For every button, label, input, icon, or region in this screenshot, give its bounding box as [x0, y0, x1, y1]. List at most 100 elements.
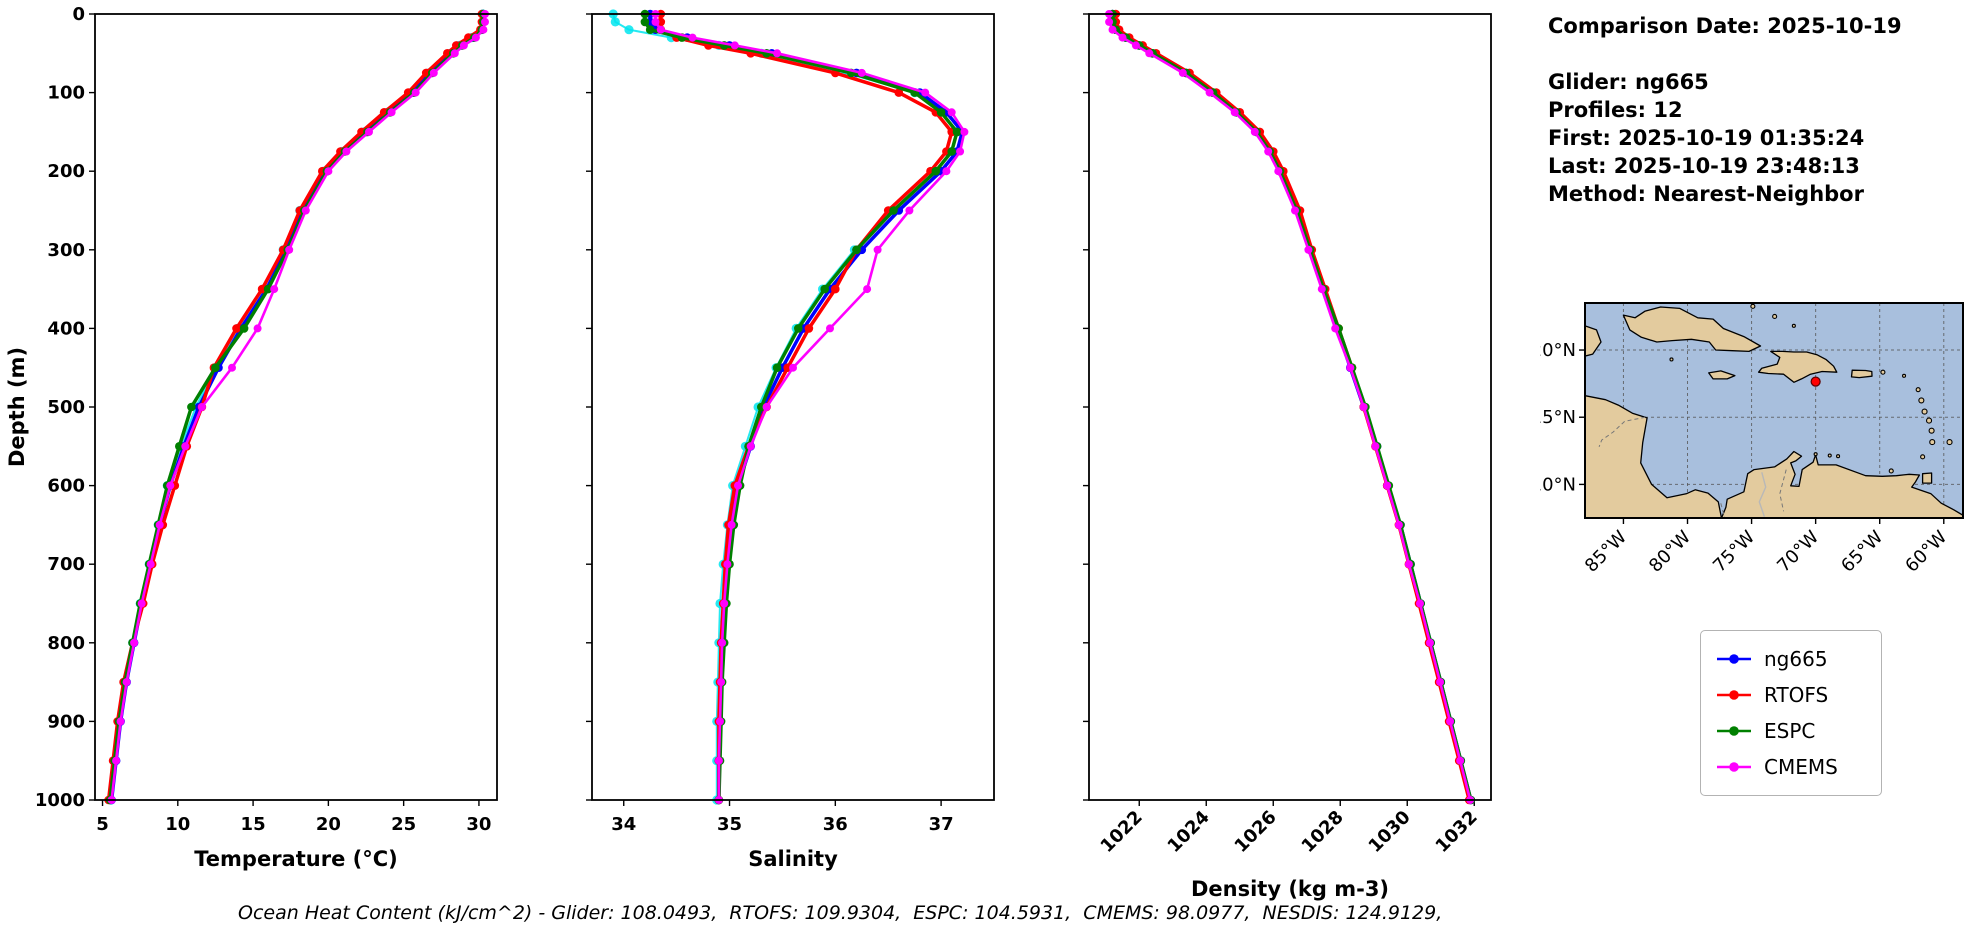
temperature-tick-label: 10: [165, 814, 190, 835]
series-marker-ESPC: [175, 442, 184, 451]
depth-axis-label: Depth (m): [5, 347, 29, 467]
series-marker-RTOFS: [232, 324, 241, 333]
series-marker-ESPC: [211, 363, 220, 373]
series-marker-CMEMS: [1394, 520, 1403, 529]
series-marker-ESPC: [187, 402, 196, 412]
salinity-tick-label: 37: [929, 814, 954, 835]
series-marker-CMEMS: [942, 167, 951, 176]
series-marker-CMEMS: [762, 403, 771, 411]
series-marker-CMEMS: [130, 638, 139, 647]
legend-item-cmems: CMEMS: [1715, 749, 1867, 785]
depth-tick-label: 100: [47, 83, 85, 104]
map-lon-label: 65°W: [1837, 527, 1887, 577]
depth-tick-label: 400: [47, 318, 85, 339]
series-marker-CMEMS: [429, 68, 438, 77]
temperature-tick-label: 20: [316, 814, 341, 835]
series-marker-ESPC: [239, 324, 249, 333]
series-marker-CMEMS: [285, 245, 294, 254]
last-profile-time-text: Last: 2025-10-19 23:48:13: [1548, 154, 1860, 178]
legend-line-marker-icon: [1717, 726, 1751, 736]
series-marker-CMEMS: [1371, 442, 1380, 451]
series-marker-CMEMS: [714, 756, 723, 765]
series-marker-CMEMS: [746, 442, 755, 451]
series-marker-CMEMS: [720, 599, 729, 608]
series-marker-CMEMS: [1205, 88, 1214, 97]
map-lat-label: 20°N: [1540, 340, 1576, 361]
map-lon-label: 70°W: [1773, 527, 1823, 577]
temperature-tick-label: 5: [96, 814, 109, 835]
series-marker-CMEMS: [723, 560, 732, 569]
series-marker-CMEMS: [1383, 481, 1392, 490]
series-marker-RTOFS: [831, 284, 840, 294]
series-marker-glider-raw: [624, 25, 634, 35]
legend-line-marker-icon: [1717, 762, 1751, 772]
map-lat-label: 10°N: [1540, 474, 1576, 495]
series-marker-CMEMS: [137, 599, 146, 608]
series-marker-ESPC: [947, 147, 956, 156]
density-tick-label: 1026: [1231, 807, 1281, 857]
comparison-date-text: Comparison Date: 2025-10-19: [1548, 14, 1902, 38]
series-marker-CMEMS: [116, 717, 125, 726]
series-marker-CMEMS: [863, 285, 872, 294]
series-marker-CMEMS: [956, 147, 965, 156]
series-marker-CMEMS: [1346, 363, 1355, 372]
series-marker-RTOFS: [257, 284, 267, 294]
series-marker-glider-raw: [610, 17, 620, 27]
legend: ng665 RTOFS ESPC CMEMS: [1700, 630, 1882, 796]
depth-tick-label: 800: [47, 633, 85, 654]
series-marker-CMEMS: [324, 167, 333, 176]
depth-tick-label: 0: [72, 4, 85, 25]
legend-item-rtofs: RTOFS: [1715, 677, 1867, 713]
temperature-tick-label: 15: [241, 814, 266, 835]
series-marker-CMEMS: [789, 363, 797, 372]
temperature-tick-label: 30: [466, 814, 491, 835]
series-line-glider-raw: [109, 13, 484, 801]
map-frame: [1584, 302, 1964, 519]
series-marker-CMEMS: [166, 481, 175, 490]
series-marker-CMEMS: [122, 678, 131, 687]
series-marker-CMEMS: [481, 17, 489, 26]
series-marker-CMEMS: [873, 245, 882, 254]
profiles-count-text: Profiles: 12: [1548, 98, 1683, 122]
profile-plots: 0 100 200 300 400 500 600 700 800 900 1000 5 10 15 20 2…: [5, 4, 1492, 901]
series-marker-CMEMS: [921, 88, 930, 97]
series-marker-CMEMS: [112, 756, 121, 765]
series-marker-CMEMS: [1264, 147, 1273, 156]
series-marker-ESPC: [645, 25, 655, 34]
series-marker-CMEMS: [1274, 167, 1283, 176]
salinity-plot: 34 35 36 37 Salinity: [586, 9, 995, 871]
series-marker-ESPC: [263, 284, 273, 294]
series-marker-CMEMS: [471, 33, 480, 42]
series-line-RTOFS: [106, 12, 484, 802]
series-marker-CMEMS: [1304, 245, 1313, 254]
info-panel: Comparison Date: 2025-10-19 Glider: ng66…: [1548, 12, 1978, 208]
method-text: Method: Nearest-Neighbor: [1548, 182, 1864, 206]
series-marker-CMEMS: [656, 25, 665, 34]
temperature-tick-label: 25: [391, 814, 416, 835]
series-line-ESPC: [1110, 12, 1473, 802]
legend-item-espc: ESPC: [1715, 713, 1867, 749]
map-lon-label: 80°W: [1645, 527, 1695, 577]
series-marker-CMEMS: [1105, 17, 1114, 26]
map-lat-label: 15°N: [1540, 407, 1576, 428]
temperature-plot: 0 100 200 300 400 500 600 700 800 900 1000 5 10 15 20 2…: [35, 4, 498, 871]
series-marker-CMEMS: [716, 717, 724, 726]
series-marker-CMEMS: [1404, 560, 1413, 569]
series-marker-CMEMS: [1446, 717, 1455, 726]
salinity-axis-label: Salinity: [748, 847, 838, 871]
series-line-ESPC: [108, 12, 486, 802]
salinity-tick-label: 36: [823, 814, 848, 835]
legend-label: ESPC: [1764, 719, 1816, 743]
series-marker-CMEMS: [688, 33, 697, 42]
series-marker-CMEMS: [301, 206, 310, 215]
series-marker-CMEMS: [146, 560, 155, 569]
depth-tick-label: 700: [47, 554, 85, 575]
series-marker-CMEMS: [479, 25, 488, 34]
series-marker-CMEMS: [1230, 108, 1239, 117]
map-lon-label: 60°W: [1901, 527, 1951, 577]
series-marker-CMEMS: [459, 41, 468, 50]
series-marker-CMEMS: [342, 147, 351, 156]
series-marker-CMEMS: [730, 41, 739, 50]
series-marker-ESPC: [852, 245, 861, 255]
